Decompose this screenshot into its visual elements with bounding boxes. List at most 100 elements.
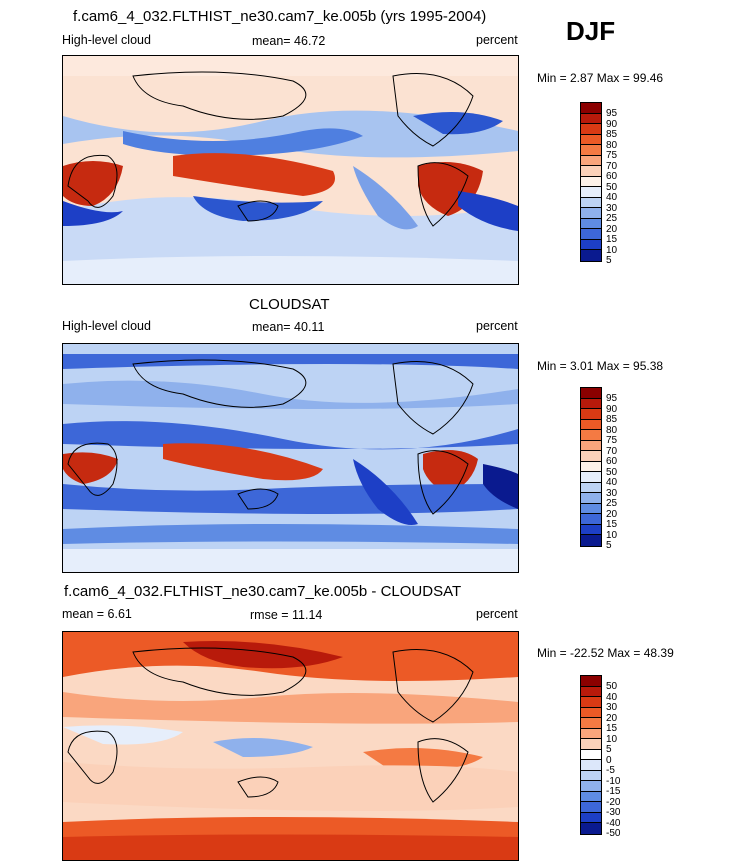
colorbar-model-swatch [581,145,601,156]
panel-variable-obs: High-level cloud [62,319,151,333]
colorbar-obs-label: 15 [606,519,618,530]
colorbar-obs-label: 75 [606,435,618,446]
colorbar-diff-swatch [581,718,601,729]
colorbar-diff-swatch [581,697,601,708]
panel-minmax-obs: Min = 3.01 Max = 95.38 [537,359,664,373]
colorbar-obs-swatch [581,430,601,441]
colorbar-diff-label: 40 [606,691,618,703]
colorbar-obs-swatch [581,535,601,546]
colorbar-obs [580,387,602,547]
colorbar-obs-label: 5 [606,540,612,551]
colorbar-obs-swatch [581,514,601,525]
panel-title-diff: f.cam6_4_032.FLTHIST_ne30.cam7_ke.005b -… [64,583,462,600]
colorbar-obs-label: 25 [606,498,618,509]
panel-units-model: percent [476,33,518,47]
colorbar-diff-swatch [581,676,601,687]
colorbar-diff-swatch [581,739,601,750]
map-model [62,55,519,285]
colorbar-model-label: 95 [606,108,618,119]
colorbar-model-swatch [581,166,601,177]
colorbar-diff-swatch [581,749,601,760]
colorbar-model-swatch [581,103,601,114]
colorbar-model-swatch [581,134,601,145]
colorbar-obs-label: 40 [606,477,618,488]
colorbar-diff-label: -40 [606,817,621,829]
colorbar-model-label: 50 [606,181,618,193]
colorbar-model-label: 5 [606,255,612,266]
colorbar-diff-swatch [581,760,601,771]
colorbar-model-label: 20 [606,223,618,235]
panel-units-obs: percent [476,319,518,333]
panel-units-diff: percent [476,607,518,621]
panel-mean-model: mean= 46.72 [252,34,326,48]
colorbar-model-label: 70 [606,160,618,172]
colorbar-model-swatch [581,113,601,124]
colorbar-diff-swatch [581,686,601,697]
colorbar-model-swatch [581,239,601,250]
colorbar-diff-label: 0 [606,754,612,766]
colorbar-obs-label: 20 [606,508,618,520]
colorbar-model-label: 80 [606,139,618,151]
colorbar-diff-swatch [581,728,601,739]
season-label: DJF [566,16,616,46]
colorbar-model-label: 75 [606,150,618,161]
colorbar-diff-label: -20 [606,796,621,808]
colorbar-diff-label: 10 [606,733,618,745]
colorbar-obs-swatch [581,398,601,409]
map-model-field [63,56,518,284]
colorbar-model-swatch [581,187,601,198]
colorbar-obs-swatch [581,440,601,451]
colorbar-obs-label: 90 [606,403,618,415]
colorbar-obs-swatch [581,461,601,472]
panel-minmax-diff: Min = -22.52 Max = 48.39 [537,646,674,660]
colorbar-obs-label: 85 [606,414,618,425]
colorbar-model-swatch [581,229,601,240]
colorbar-model-label: 15 [606,234,618,245]
colorbar-model-swatch [581,155,601,166]
colorbar-diff-swatch [581,802,601,813]
colorbar-obs-label: 60 [606,456,618,467]
colorbar-diff [580,675,602,835]
map-diff [62,631,519,861]
colorbar-diff-label: -50 [606,828,621,839]
panel-rmse-diff: rmse = 11.14 [250,608,323,622]
panel-title-model: f.cam6_4_032.FLTHIST_ne30.cam7_ke.005b (… [73,8,487,25]
colorbar-diff-label: 15 [606,723,618,734]
colorbar-diff-label: 20 [606,712,618,724]
colorbar-diff-swatch [581,791,601,802]
colorbar-obs-swatch [581,388,601,399]
colorbar-model-swatch [581,208,601,219]
colorbar-diff-label: 50 [606,681,618,692]
colorbar-model-label: 85 [606,129,618,140]
colorbar-obs-swatch [581,524,601,535]
colorbar-obs-label: 10 [606,529,618,541]
map-obs-field [63,344,518,572]
colorbar-model-swatch [581,218,601,229]
colorbar-model-label: 40 [606,192,618,203]
colorbar-model-swatch [581,124,601,135]
colorbar-obs-swatch [581,482,601,493]
colorbar-diff-swatch [581,812,601,823]
colorbar-model-label: 25 [606,213,618,224]
colorbar-obs-label: 95 [606,393,618,404]
colorbar-obs-label: 50 [606,466,618,478]
colorbar-diff-label: -5 [606,765,615,776]
colorbar-obs-label: 70 [606,445,618,457]
colorbar-model-label: 10 [606,244,618,256]
colorbar-obs-swatch [581,493,601,504]
colorbar-diff-label: -30 [606,807,621,818]
panel-mean-obs: mean= 40.11 [252,320,325,334]
colorbar-obs-swatch [581,409,601,420]
colorbar-obs-swatch [581,451,601,462]
colorbar-model-swatch [581,176,601,187]
colorbar-diff-swatch [581,707,601,718]
panel-mean-diff: mean = 6.61 [62,607,132,621]
colorbar-obs-swatch [581,503,601,514]
colorbar-diff-swatch [581,770,601,781]
map-obs [62,343,519,573]
colorbar-model-label: 90 [606,118,618,130]
colorbar-diff-label: -10 [606,775,621,787]
panel-minmax-model: Min = 2.87 Max = 99.46 [537,71,664,85]
colorbar-diff-label: -15 [606,786,621,797]
colorbar-diff-swatch [581,781,601,792]
